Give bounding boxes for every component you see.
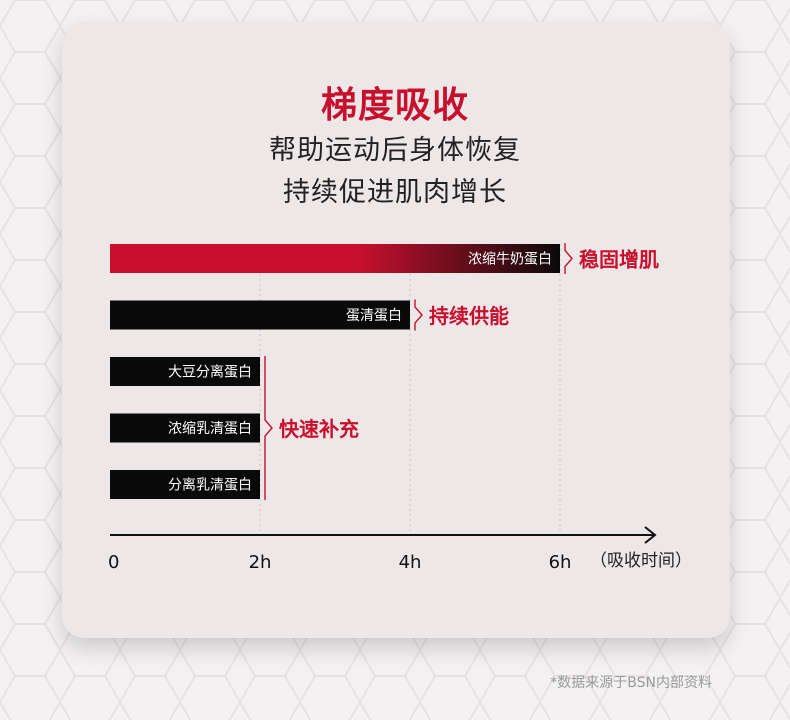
bar bbox=[110, 300, 410, 330]
x-tick-label: 2h bbox=[249, 552, 272, 573]
x-axis-arrow-icon bbox=[644, 526, 657, 544]
bar bbox=[110, 413, 260, 443]
data-source-note: *数据来源于BSN内部资料 bbox=[550, 675, 712, 691]
x-tick-label: 0 bbox=[108, 552, 119, 573]
subtitle-line-1: 帮助运动后身体恢复 bbox=[269, 135, 521, 166]
annotation-label: 快速补充 bbox=[279, 417, 359, 441]
x-tick-label: 6h bbox=[549, 552, 572, 573]
annotation-bracket bbox=[564, 243, 573, 274]
bar-label: 蛋清蛋白 bbox=[346, 308, 402, 324]
bar-label: 分离乳清蛋白 bbox=[168, 477, 252, 494]
subtitle-line-2: 持续促进肌肉增长 bbox=[283, 177, 507, 208]
bar bbox=[110, 357, 260, 386]
bar bbox=[110, 244, 560, 273]
bar-label: 浓缩乳清蛋白 bbox=[168, 421, 252, 437]
bar-label: 大豆分离蛋白 bbox=[168, 364, 252, 381]
bar bbox=[110, 470, 260, 499]
annotation-bracket bbox=[264, 356, 273, 500]
annotation-bracket bbox=[414, 299, 423, 331]
annotation-label: 稳固增肌 bbox=[579, 248, 659, 272]
x-tick-label: 4h bbox=[399, 552, 422, 573]
annotation-label: 持续供能 bbox=[429, 304, 509, 328]
page-title: 梯度吸收 bbox=[320, 85, 469, 126]
bar-label: 浓缩牛奶蛋白 bbox=[468, 252, 552, 268]
x-axis-title: （吸收时间） bbox=[590, 551, 692, 571]
